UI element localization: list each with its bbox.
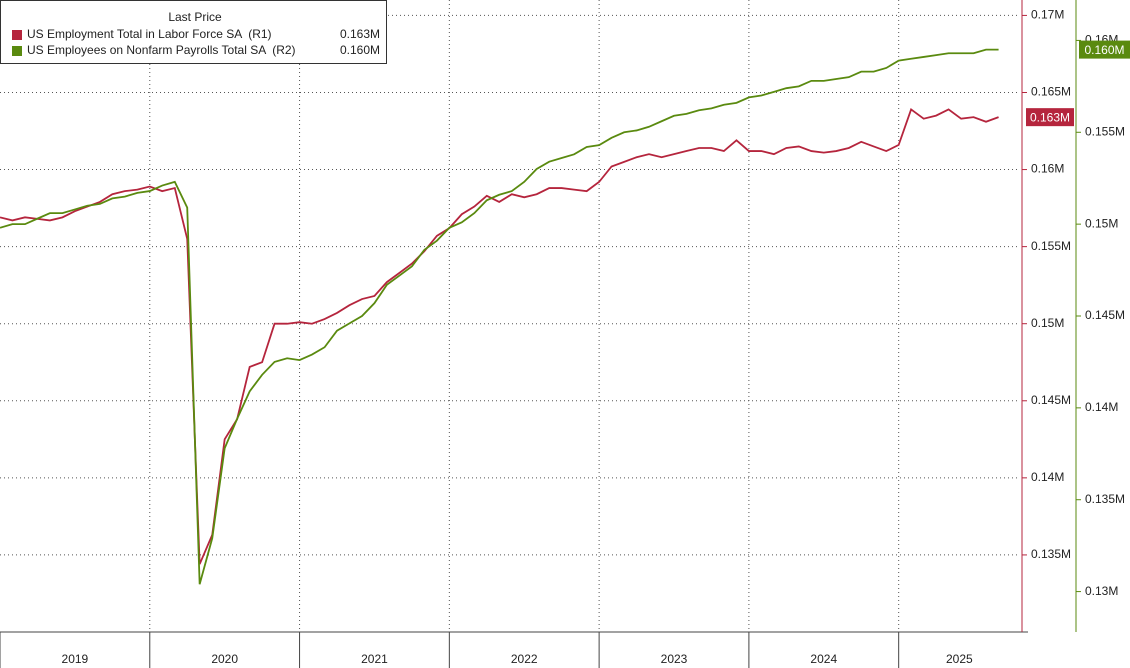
y2-tick-label: 0.155M bbox=[1085, 124, 1125, 138]
x-tick-label: 2025 bbox=[946, 652, 973, 666]
legend-swatch bbox=[12, 46, 22, 56]
y2-tick-label: 0.145M bbox=[1085, 308, 1125, 322]
y-tick-label: 0.14M bbox=[1031, 470, 1064, 484]
x-tick-label: 2024 bbox=[810, 652, 837, 666]
x-tick-label: 2022 bbox=[511, 652, 538, 666]
y-tick-label: 0.17M bbox=[1031, 8, 1064, 22]
last-price-tag-label: 0.163M bbox=[1030, 110, 1070, 124]
y-tick-label: 0.165M bbox=[1031, 85, 1071, 99]
x-tick-label: 2023 bbox=[661, 652, 688, 666]
x-tick-label: 2019 bbox=[62, 652, 89, 666]
y2-tick-label: 0.15M bbox=[1085, 216, 1118, 230]
y-tick-label: 0.145M bbox=[1031, 393, 1071, 407]
legend-box bbox=[0, 0, 387, 64]
series-line bbox=[0, 107, 999, 565]
y2-tick-label: 0.135M bbox=[1085, 492, 1125, 506]
legend: Last Price US Employment Total in Labor F… bbox=[0, 0, 387, 64]
y2-tick-label: 0.14M bbox=[1085, 400, 1118, 414]
legend-value: 0.163M bbox=[340, 27, 380, 41]
x-tick-label: 2020 bbox=[211, 652, 238, 666]
last-price-tag-label: 0.160M bbox=[1084, 43, 1124, 57]
last-price-tag bbox=[1026, 108, 1074, 127]
x-tick-label: 2021 bbox=[361, 652, 388, 666]
y-tick-label: 0.16M bbox=[1031, 162, 1064, 176]
legend-swatch bbox=[12, 30, 22, 40]
legend-label: US Employees on Nonfarm Payrolls Total S… bbox=[27, 43, 296, 57]
y2-tick-label: 0.13M bbox=[1085, 584, 1118, 598]
y-tick-label: 0.155M bbox=[1031, 239, 1071, 253]
legend-title: Last Price bbox=[168, 10, 222, 24]
y-tick-label: 0.15M bbox=[1031, 316, 1064, 330]
series-line bbox=[0, 48, 999, 585]
legend-label: US Employment Total in Labor Force SA (R… bbox=[27, 27, 272, 41]
legend-value: 0.160M bbox=[340, 43, 380, 57]
last-price-tag bbox=[1079, 40, 1130, 59]
y-tick-label: 0.135M bbox=[1031, 547, 1071, 561]
